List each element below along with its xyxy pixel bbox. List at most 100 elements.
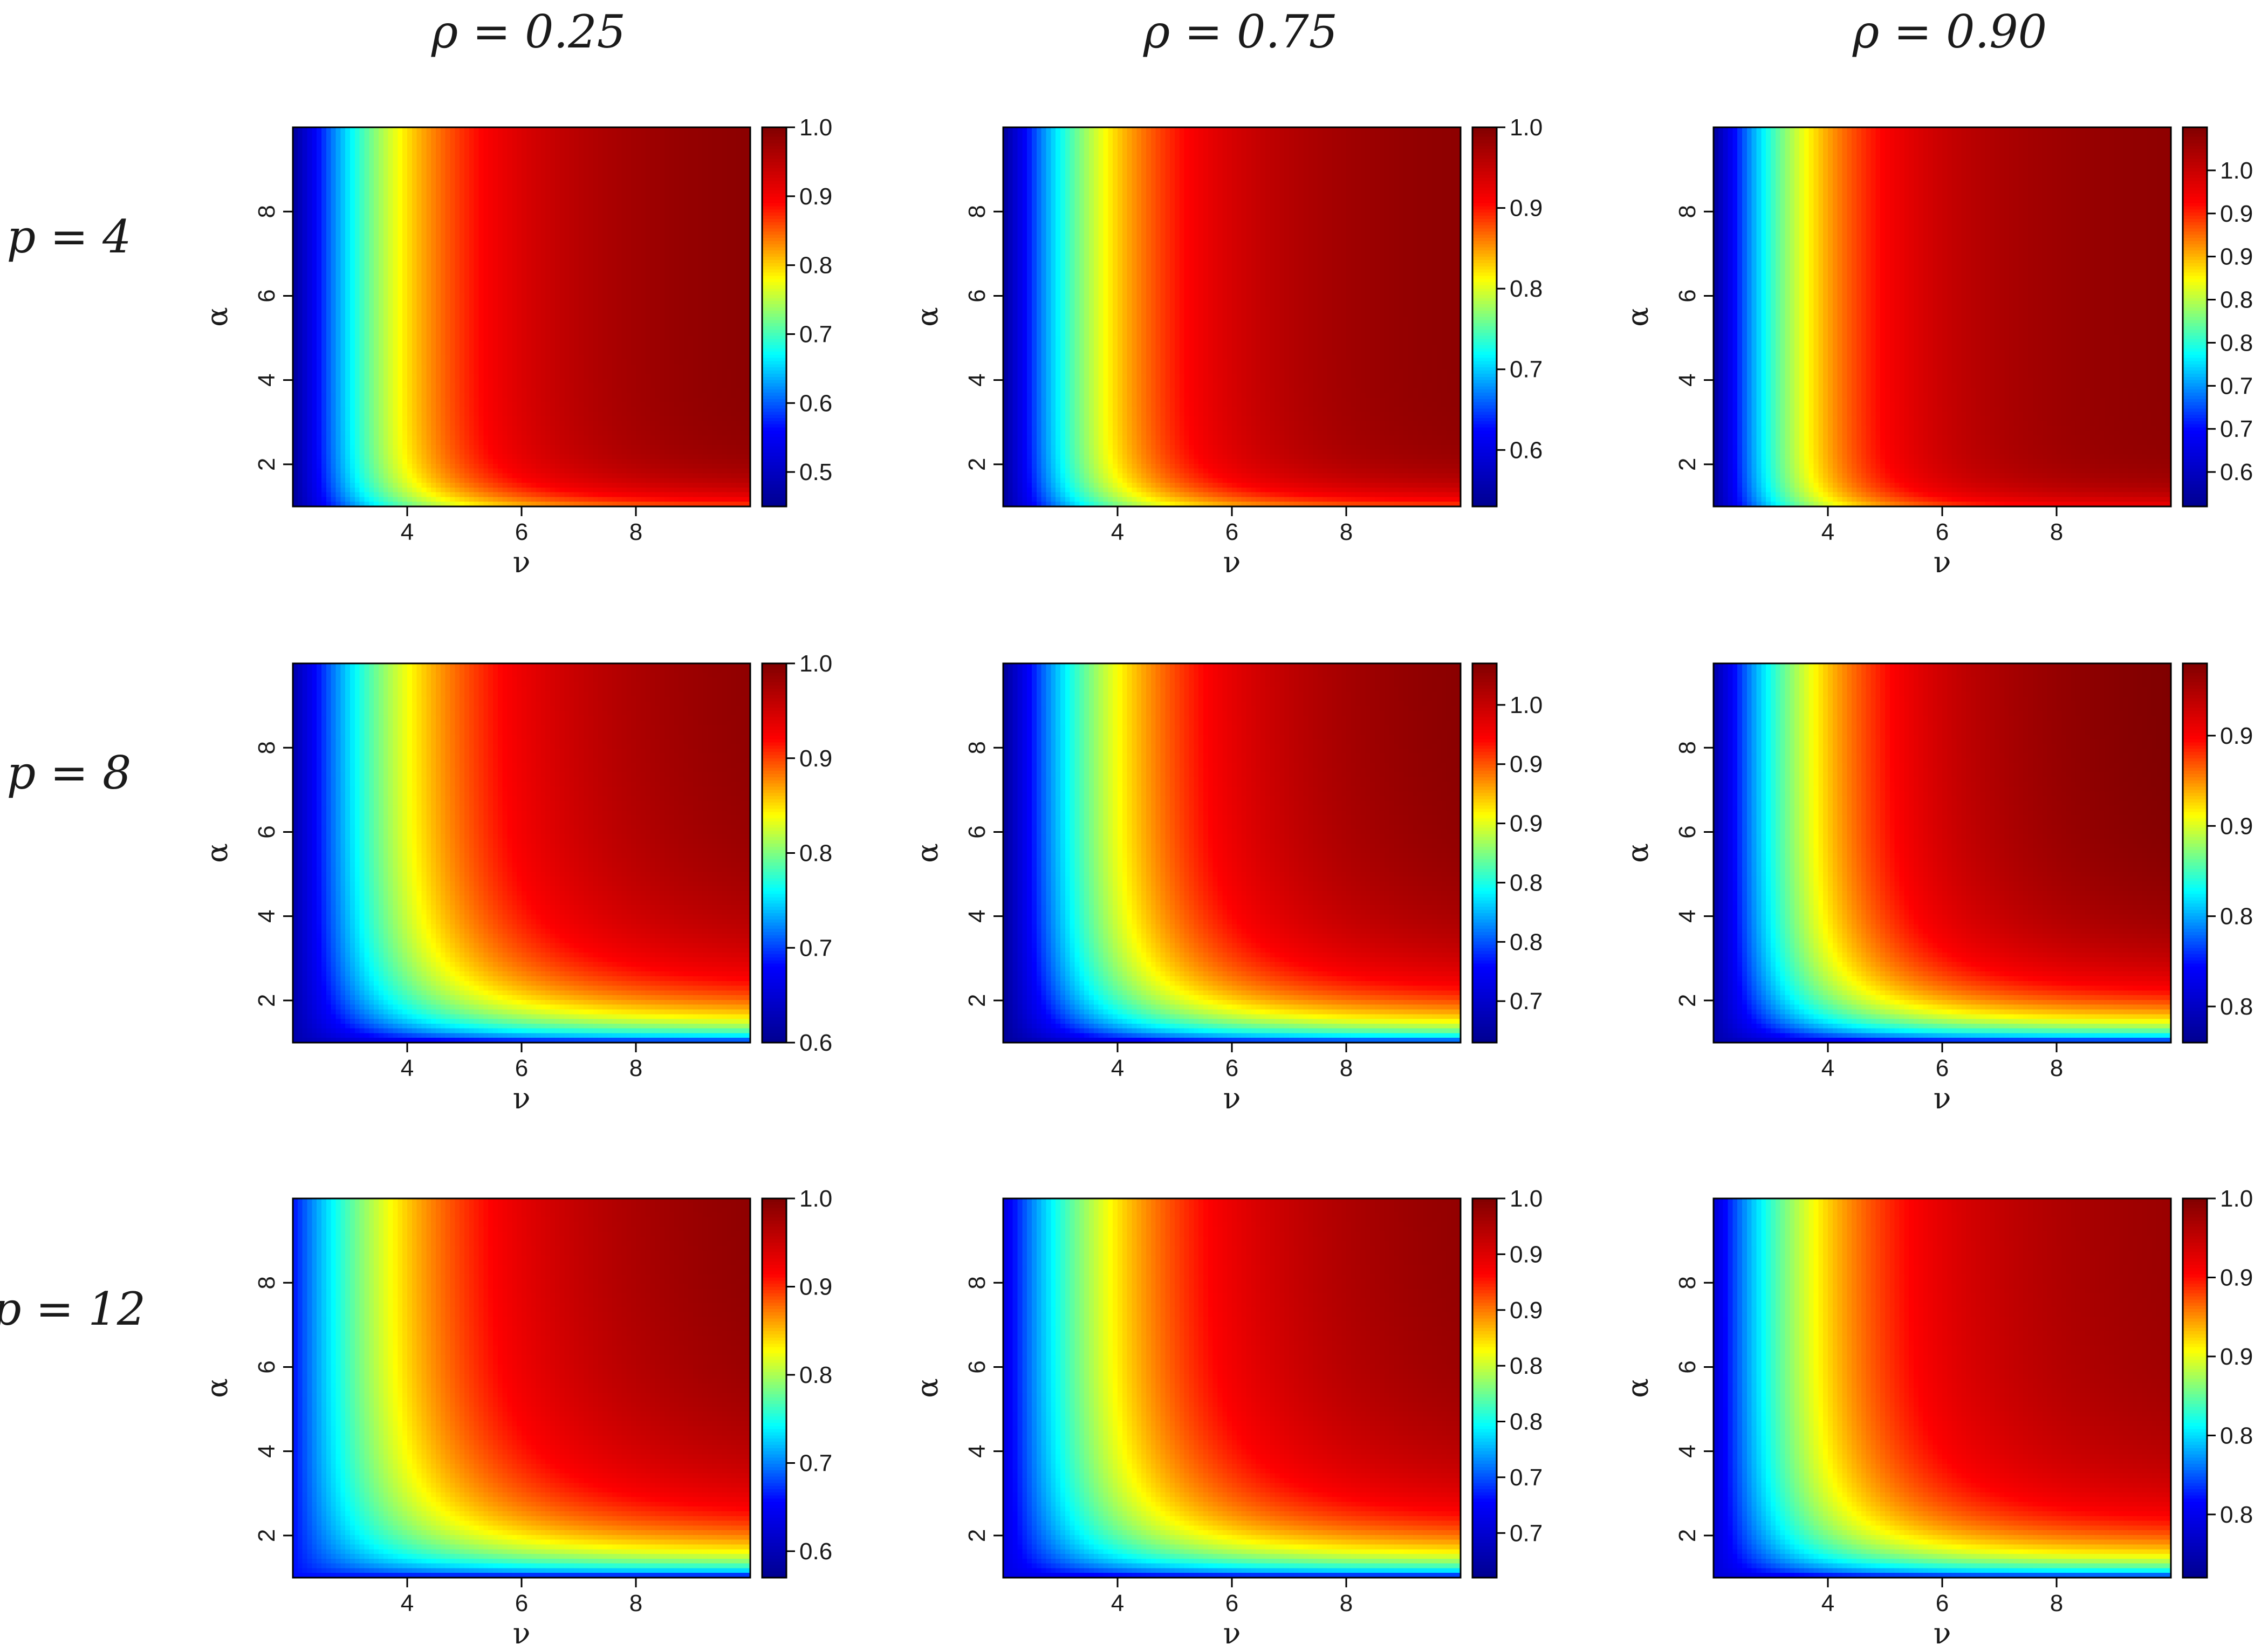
- heatmap-cell: [631, 231, 636, 236]
- heatmap-cell: [422, 165, 427, 170]
- heatmap-cell: [526, 198, 531, 203]
- column-header-rho-0.90: ρ = 0.90: [1852, 5, 2047, 58]
- heatmap-cell: [493, 137, 498, 142]
- heatmap-cell: [593, 189, 598, 194]
- heatmap-cell: [493, 156, 498, 161]
- heatmap-cell: [593, 156, 598, 161]
- heatmap-cell: [512, 170, 517, 175]
- heatmap-cell: [650, 137, 655, 142]
- heatmap-cell: [655, 231, 660, 236]
- heatmap-cell: [712, 189, 717, 194]
- heatmap-cell: [617, 222, 622, 227]
- heatmap-cell: [674, 161, 679, 166]
- heatmap-cell: [340, 241, 345, 246]
- heatmap-cell: [688, 241, 693, 246]
- heatmap-cell: [508, 156, 512, 161]
- heatmap-cell: [698, 260, 703, 265]
- heatmap-cell: [679, 175, 684, 180]
- heatmap-cell: [374, 194, 379, 198]
- heatmap-cell: [436, 165, 441, 170]
- heatmap-cell: [545, 198, 550, 203]
- heatmap-cell: [574, 132, 579, 137]
- heatmap-cell: [483, 165, 488, 170]
- heatmap-cell: [493, 231, 498, 236]
- heatmap-cell: [602, 170, 607, 175]
- heatmap-cell: [431, 180, 436, 184]
- heatmap-cell: [698, 208, 703, 213]
- heatmap-cell: [688, 137, 693, 142]
- heatmap-cell: [374, 175, 379, 180]
- heatmap-cell: [498, 222, 503, 227]
- heatmap-cell: [326, 265, 331, 270]
- heatmap-cell: [383, 255, 388, 260]
- heatmap-cell: [646, 132, 650, 137]
- heatmap-cell: [703, 246, 708, 251]
- heatmap-cell: [431, 265, 436, 270]
- heatmap-cell: [626, 165, 631, 170]
- heatmap-cell: [464, 213, 469, 217]
- heatmap-cell: [655, 165, 660, 170]
- heatmap-cell: [617, 241, 622, 246]
- heatmap-cell: [664, 156, 669, 161]
- heatmap-cell: [622, 250, 627, 255]
- heatmap-cell: [398, 255, 402, 260]
- heatmap-cell: [584, 132, 588, 137]
- heatmap-cell: [407, 170, 412, 175]
- heatmap-cell: [321, 227, 326, 232]
- heatmap-cell: [550, 161, 555, 166]
- heatmap-cell: [617, 260, 622, 265]
- heatmap-cell: [365, 175, 369, 180]
- heatmap-cell: [369, 236, 374, 241]
- heatmap-cell: [483, 236, 488, 241]
- heatmap-cell: [722, 132, 727, 137]
- heatmap-cell: [712, 165, 717, 170]
- heatmap-cell: [431, 222, 436, 227]
- heatmap-cell: [731, 208, 736, 213]
- heatmap-cell: [455, 222, 460, 227]
- heatmap-cell: [340, 250, 345, 255]
- heatmap-cell: [307, 203, 312, 208]
- heatmap-cell: [669, 175, 674, 180]
- heatmap-cell: [383, 175, 388, 180]
- heatmap-cell: [617, 184, 622, 189]
- heatmap-cell: [355, 213, 360, 217]
- heatmap-cell: [655, 161, 660, 166]
- heatmap-cell: [536, 141, 541, 146]
- heatmap-cell: [360, 246, 365, 251]
- heatmap-cell: [450, 227, 455, 232]
- heatmap-cell: [412, 246, 417, 251]
- heatmap-cell: [669, 208, 674, 213]
- heatmap-cell: [736, 255, 741, 260]
- heatmap-cell: [545, 208, 550, 213]
- heatmap-cell: [574, 241, 579, 246]
- heatmap-cell: [398, 246, 402, 251]
- heatmap-cell: [340, 208, 345, 213]
- heatmap-cell: [488, 198, 493, 203]
- heatmap-cell: [622, 213, 627, 217]
- heatmap-cell: [688, 189, 693, 194]
- heatmap-cell: [631, 203, 636, 208]
- heatmap-cell: [545, 241, 550, 246]
- heatmap-cell: [626, 170, 631, 175]
- heatmap-cell: [483, 231, 488, 236]
- heatmap-cell: [503, 260, 508, 265]
- heatmap-cell: [460, 203, 464, 208]
- heatmap-cell: [336, 246, 341, 251]
- heatmap-cell: [374, 265, 379, 270]
- heatmap-cell: [683, 151, 688, 156]
- heatmap-cell: [679, 194, 684, 198]
- heatmap-cell: [398, 180, 402, 184]
- heatmap-cell: [474, 217, 479, 222]
- heatmap-cell: [536, 175, 541, 180]
- heatmap-cell: [512, 260, 517, 265]
- heatmap-cell: [464, 146, 469, 151]
- heatmap-cell: [736, 141, 741, 146]
- heatmap-cell: [617, 189, 622, 194]
- heatmap-cell: [664, 141, 669, 146]
- heatmap-cell: [664, 165, 669, 170]
- heatmap-cell: [393, 165, 398, 170]
- heatmap-cell: [303, 250, 307, 255]
- heatmap-cell: [612, 231, 617, 236]
- heatmap-cell: [460, 151, 464, 156]
- heatmap-cell: [722, 141, 727, 146]
